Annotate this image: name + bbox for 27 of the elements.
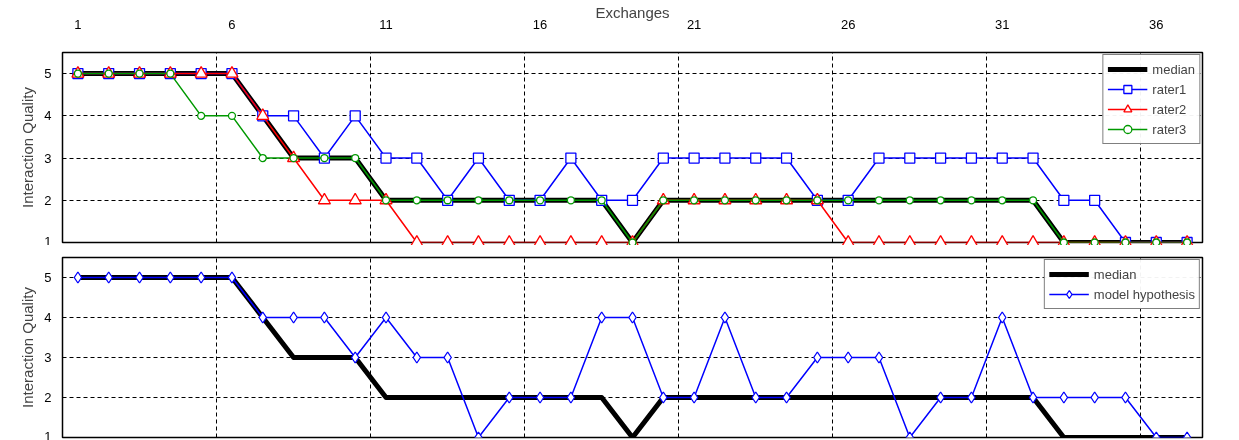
y-tick-label: 5 <box>44 66 52 82</box>
legend-label: rater2 <box>1152 101 1187 117</box>
x-tick-label: 31 <box>995 16 1010 32</box>
y-tick-label: 2 <box>44 192 52 208</box>
legend-label: model hypothesis <box>1093 286 1195 302</box>
x-tick-label: 11 <box>379 16 393 32</box>
legend-label: median <box>1093 266 1137 282</box>
y-tick-label: 1 <box>44 233 52 249</box>
y-tick-label: 4 <box>44 108 52 124</box>
x-tick-label: 6 <box>228 16 236 32</box>
x-tick-label: 26 <box>840 16 856 32</box>
legend-label: median <box>1152 61 1195 77</box>
legend-label: rater1 <box>1152 81 1187 97</box>
y-tick-label: 5 <box>44 270 52 285</box>
x-tick-label: 36 <box>1149 16 1164 32</box>
y-tick-label: 3 <box>44 150 52 166</box>
y-tick-label: 2 <box>44 390 52 405</box>
y-axis-title: Interaction Quality <box>19 86 37 208</box>
y-tick-label: 3 <box>44 350 52 365</box>
y-tick-label: 1 <box>44 428 52 440</box>
legend-label: rater3 <box>1152 121 1187 137</box>
x-tick-label: 21 <box>686 16 702 32</box>
x-axis-title: Exchanges <box>595 3 670 21</box>
x-tick-label: 1 <box>74 16 82 32</box>
y-axis-title: Interaction Quality <box>19 286 37 408</box>
y-tick-label: 4 <box>44 310 52 325</box>
x-tick-label: 16 <box>532 16 548 32</box>
